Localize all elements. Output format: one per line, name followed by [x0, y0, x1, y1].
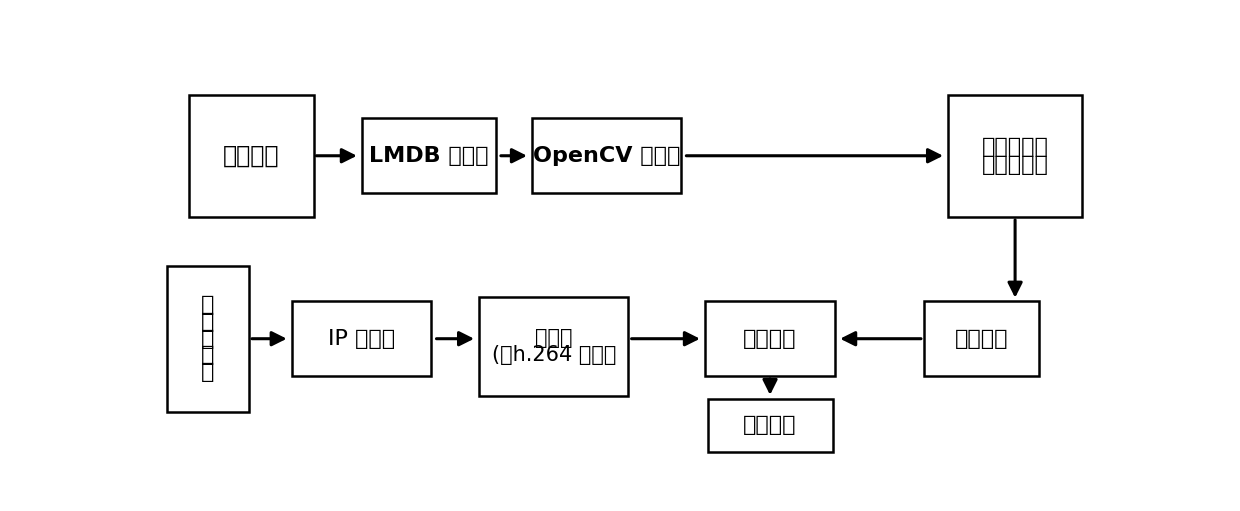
Text: 模型比对: 模型比对: [743, 329, 797, 349]
FancyBboxPatch shape: [188, 95, 314, 217]
Text: 络模型构建: 络模型构建: [982, 155, 1049, 175]
FancyBboxPatch shape: [947, 95, 1083, 217]
Text: 结果分析: 结果分析: [743, 415, 797, 435]
Text: 模型生成: 模型生成: [955, 329, 1008, 349]
Text: 装: 装: [201, 345, 215, 365]
Text: 机: 机: [201, 295, 215, 315]
Text: LMDB 数据源: LMDB 数据源: [370, 146, 489, 166]
Text: OpenCV 预处理: OpenCV 预处理: [533, 146, 681, 166]
FancyBboxPatch shape: [706, 301, 835, 376]
Text: IP 摄像头: IP 摄像头: [329, 329, 396, 349]
Text: 器: 器: [201, 312, 215, 332]
Text: 人: 人: [201, 329, 215, 349]
Text: 样本图片: 样本图片: [223, 144, 279, 168]
FancyBboxPatch shape: [924, 301, 1039, 376]
Text: (（h.264 格式）: (（h.264 格式）: [491, 345, 616, 365]
FancyBboxPatch shape: [362, 119, 496, 193]
Text: 云传输: 云传输: [536, 328, 573, 348]
FancyBboxPatch shape: [532, 119, 681, 193]
FancyBboxPatch shape: [708, 399, 832, 452]
Text: 神经网络网: 神经网络网: [982, 136, 1049, 156]
FancyBboxPatch shape: [480, 297, 629, 396]
FancyBboxPatch shape: [291, 301, 432, 376]
Text: 置: 置: [201, 362, 215, 382]
FancyBboxPatch shape: [167, 266, 249, 411]
